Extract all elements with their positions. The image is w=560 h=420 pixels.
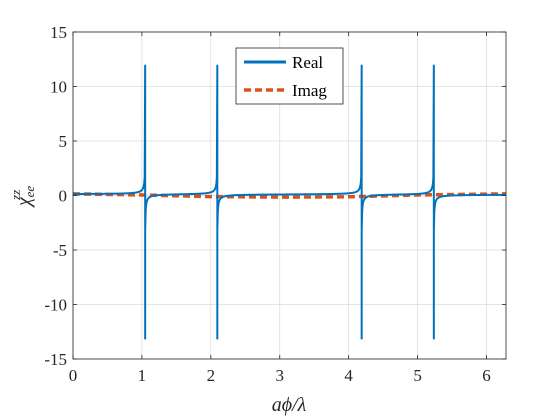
- x-tick-label: 2: [207, 366, 216, 385]
- x-ticks: 0 1 2 3 4 5 6: [69, 32, 491, 385]
- x-axis-label: aϕ/λ: [272, 394, 307, 416]
- legend: Real Imag: [235, 47, 344, 105]
- y-tick-label: 10: [50, 78, 67, 97]
- curves: [72, 64, 507, 340]
- y-axis-label-sup: zz: [8, 190, 23, 201]
- y-tick-label: -5: [53, 241, 67, 260]
- x-tick-label: 4: [344, 366, 353, 385]
- y-axis-label-base: χ: [13, 196, 35, 208]
- y-tick-label: 0: [59, 187, 68, 206]
- y-tick-label: 15: [50, 23, 67, 42]
- y-tick-label: -10: [44, 296, 67, 315]
- series-real-line: [72, 64, 507, 340]
- series-imag-line: [72, 192, 507, 199]
- legend-label-real: Real: [292, 53, 323, 72]
- legend-box: [235, 47, 344, 105]
- x-tick-label: 5: [413, 366, 422, 385]
- x-tick-label: 6: [482, 366, 491, 385]
- y-ticks: -15 -10 -5 0 5 10 15: [44, 23, 506, 369]
- y-tick-label: -15: [44, 350, 67, 369]
- x-tick-label: 0: [69, 366, 78, 385]
- y-tick-label: 5: [59, 132, 68, 151]
- x-tick-label: 1: [138, 366, 147, 385]
- y-axis-label-sub: ee: [22, 186, 37, 198]
- x-tick-label: 3: [275, 366, 284, 385]
- legend-label-imag: Imag: [292, 81, 327, 100]
- y-axis-label: χeezz: [8, 186, 37, 209]
